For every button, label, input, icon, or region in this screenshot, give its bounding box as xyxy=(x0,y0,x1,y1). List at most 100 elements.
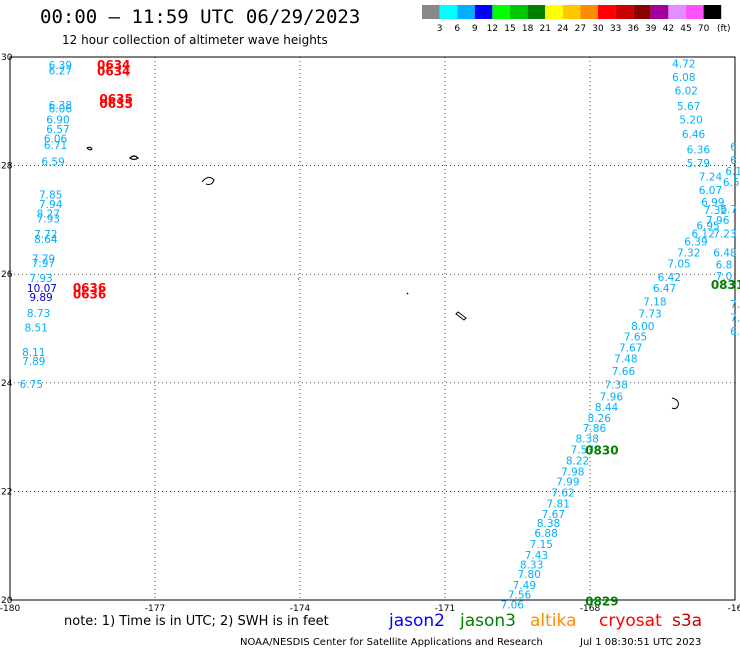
x-tick-label: -180 xyxy=(0,604,20,614)
wave-height-label: 7.56 xyxy=(508,590,532,602)
wave-height-label: 7.98 xyxy=(561,466,584,478)
legend-label: 33 xyxy=(610,24,621,34)
legend-label: 24 xyxy=(557,24,569,34)
wave-height-label: 6.27 xyxy=(49,66,72,78)
satellite-s3a: s3a xyxy=(672,611,702,631)
wave-height-label: 7.66 xyxy=(612,366,636,378)
y-tick-label: 28 xyxy=(1,162,13,172)
wave-height-label: 7.32 xyxy=(677,247,700,259)
axes xyxy=(9,56,736,601)
island-shape xyxy=(455,311,467,321)
data-marks: 6.396.276.386.066.906.576.066.716.597.85… xyxy=(20,58,740,611)
chart-subtitle: 12 hour collection of altimeter wave hei… xyxy=(62,33,328,47)
satellite-jason3: jason3 xyxy=(459,611,516,631)
wave-height-label: 6. xyxy=(730,326,740,338)
wave-height-label: 6.57 xyxy=(46,124,69,136)
wave-height-label: 7. xyxy=(730,313,740,325)
wave-height-label: 7.57 xyxy=(571,445,594,457)
wave-height-label: 7.97 xyxy=(32,258,55,270)
legend-label: 70 xyxy=(698,24,710,34)
wave-height-label: 7.85 xyxy=(39,189,62,201)
wave-height-label: 6.08 xyxy=(672,72,695,84)
wave-height-label: 8.73 xyxy=(27,308,50,320)
wave-height-label: 7.96 xyxy=(600,391,624,403)
legend-label: 27 xyxy=(575,24,586,34)
wave-height-label: 7.80 xyxy=(518,569,541,581)
pass-time-label: 0829 xyxy=(585,595,618,609)
legend-swatch xyxy=(580,5,598,19)
wave-height-label: 7.0 xyxy=(716,271,733,283)
wave-height-label: 7.93 xyxy=(29,273,52,285)
wave-height-label: 6.90 xyxy=(46,114,69,126)
note-text: note: 1) Time is in UTC; 2) SWH is in fe… xyxy=(64,614,329,629)
island-shape xyxy=(671,397,679,410)
x-tick-label: -168 xyxy=(580,604,601,614)
island-outlines xyxy=(86,146,679,410)
wave-height-label: 7.06 xyxy=(501,599,525,611)
wave-height-label: 8.44 xyxy=(595,402,619,414)
wave-height-label: 6.47 xyxy=(653,283,676,295)
wave-height-label: 6.06 xyxy=(49,104,73,116)
legend-swatch xyxy=(510,5,528,19)
wave-height-label: 7.93 xyxy=(37,213,60,225)
pass-time-label: 0634 xyxy=(97,58,130,72)
chart-title: 00:00 – 11:59 UTC 06/29/2023 xyxy=(40,6,361,28)
wave-height-label: 6.07 xyxy=(699,185,722,197)
credit-text: NOAA/NESDIS Center for Satellite Applica… xyxy=(240,637,543,648)
legend-swatch xyxy=(703,5,722,19)
legend-swatch xyxy=(615,5,634,19)
pass-time-label: 0830 xyxy=(585,444,618,458)
island-shape xyxy=(201,176,215,185)
wave-height-label: 6.39 xyxy=(684,237,707,249)
wave-height-label: 8.00 xyxy=(631,321,654,333)
wave-height-label: 7.81 xyxy=(547,498,570,510)
legend-swatch xyxy=(598,5,616,19)
wave-height-label: 8.64 xyxy=(34,234,58,246)
x-tick-label: -174 xyxy=(290,604,311,614)
wave-height-label: 5.20 xyxy=(679,114,702,126)
wave-height-label: 6.59 xyxy=(41,156,64,168)
wave-height-label: 7.65 xyxy=(624,332,647,344)
legend-swatch xyxy=(492,5,510,19)
wave-height-label: 7. xyxy=(730,299,740,311)
legend-label: 6 xyxy=(454,24,460,34)
island-shape xyxy=(129,155,139,161)
legend-swatch xyxy=(545,5,563,19)
pass-time-label: 0635 xyxy=(99,97,132,111)
wave-height-label: 8.38 xyxy=(576,434,599,446)
wave-height-label: 8.22 xyxy=(566,455,589,467)
wave-height-label: 6.8 xyxy=(716,259,733,271)
wave-height-label: 6.75 xyxy=(20,379,43,391)
wave-height-label: 7.62 xyxy=(551,487,574,499)
tick-labels: -180 -177 -174 -171 -168 -16 20 22 24 26 28 30 xyxy=(0,53,740,614)
pass-time-label: 0636 xyxy=(73,287,106,301)
wave-height-label: 7.23 xyxy=(713,228,736,240)
wave-height-label: 6.39 xyxy=(49,60,72,72)
wave-height-label: 6.7 xyxy=(721,204,738,216)
wave-height-label: 6 xyxy=(730,155,737,167)
wave-height-label: 7.49 xyxy=(513,580,536,592)
wave-height-label: 8.26 xyxy=(588,413,612,425)
legend-swatch xyxy=(439,5,458,19)
pass-time-label: 0831 xyxy=(711,278,740,292)
pass-time-label: 0635 xyxy=(99,92,132,106)
wave-height-label: 7.67 xyxy=(619,343,642,355)
wave-height-label: 6.88 xyxy=(534,528,557,540)
wave-height-label: 6.17 xyxy=(725,166,740,178)
legend-unit: (ft) xyxy=(717,24,731,34)
wave-height-label: 7.18 xyxy=(643,296,666,308)
wave-height-label: 7.38 xyxy=(605,379,628,391)
legend-swatch xyxy=(633,5,651,19)
wave-height-label: 6.71 xyxy=(44,140,67,152)
legend-swatch xyxy=(457,5,475,19)
timestamp-text: Jul 1 08:30:51 UTC 2023 xyxy=(579,637,701,648)
wave-height-label: 7.86 xyxy=(583,423,607,435)
wave-height-label: 8.27 xyxy=(37,208,60,220)
legend-swatch xyxy=(562,5,581,19)
wave-height-label: 8.38 xyxy=(537,518,560,530)
wave-height-label: 7.67 xyxy=(542,509,565,521)
wave-height-label: 8.11 xyxy=(22,347,45,359)
wave-height-label: 7.05 xyxy=(667,258,690,270)
wave-height-label: 6.5 xyxy=(723,177,740,189)
